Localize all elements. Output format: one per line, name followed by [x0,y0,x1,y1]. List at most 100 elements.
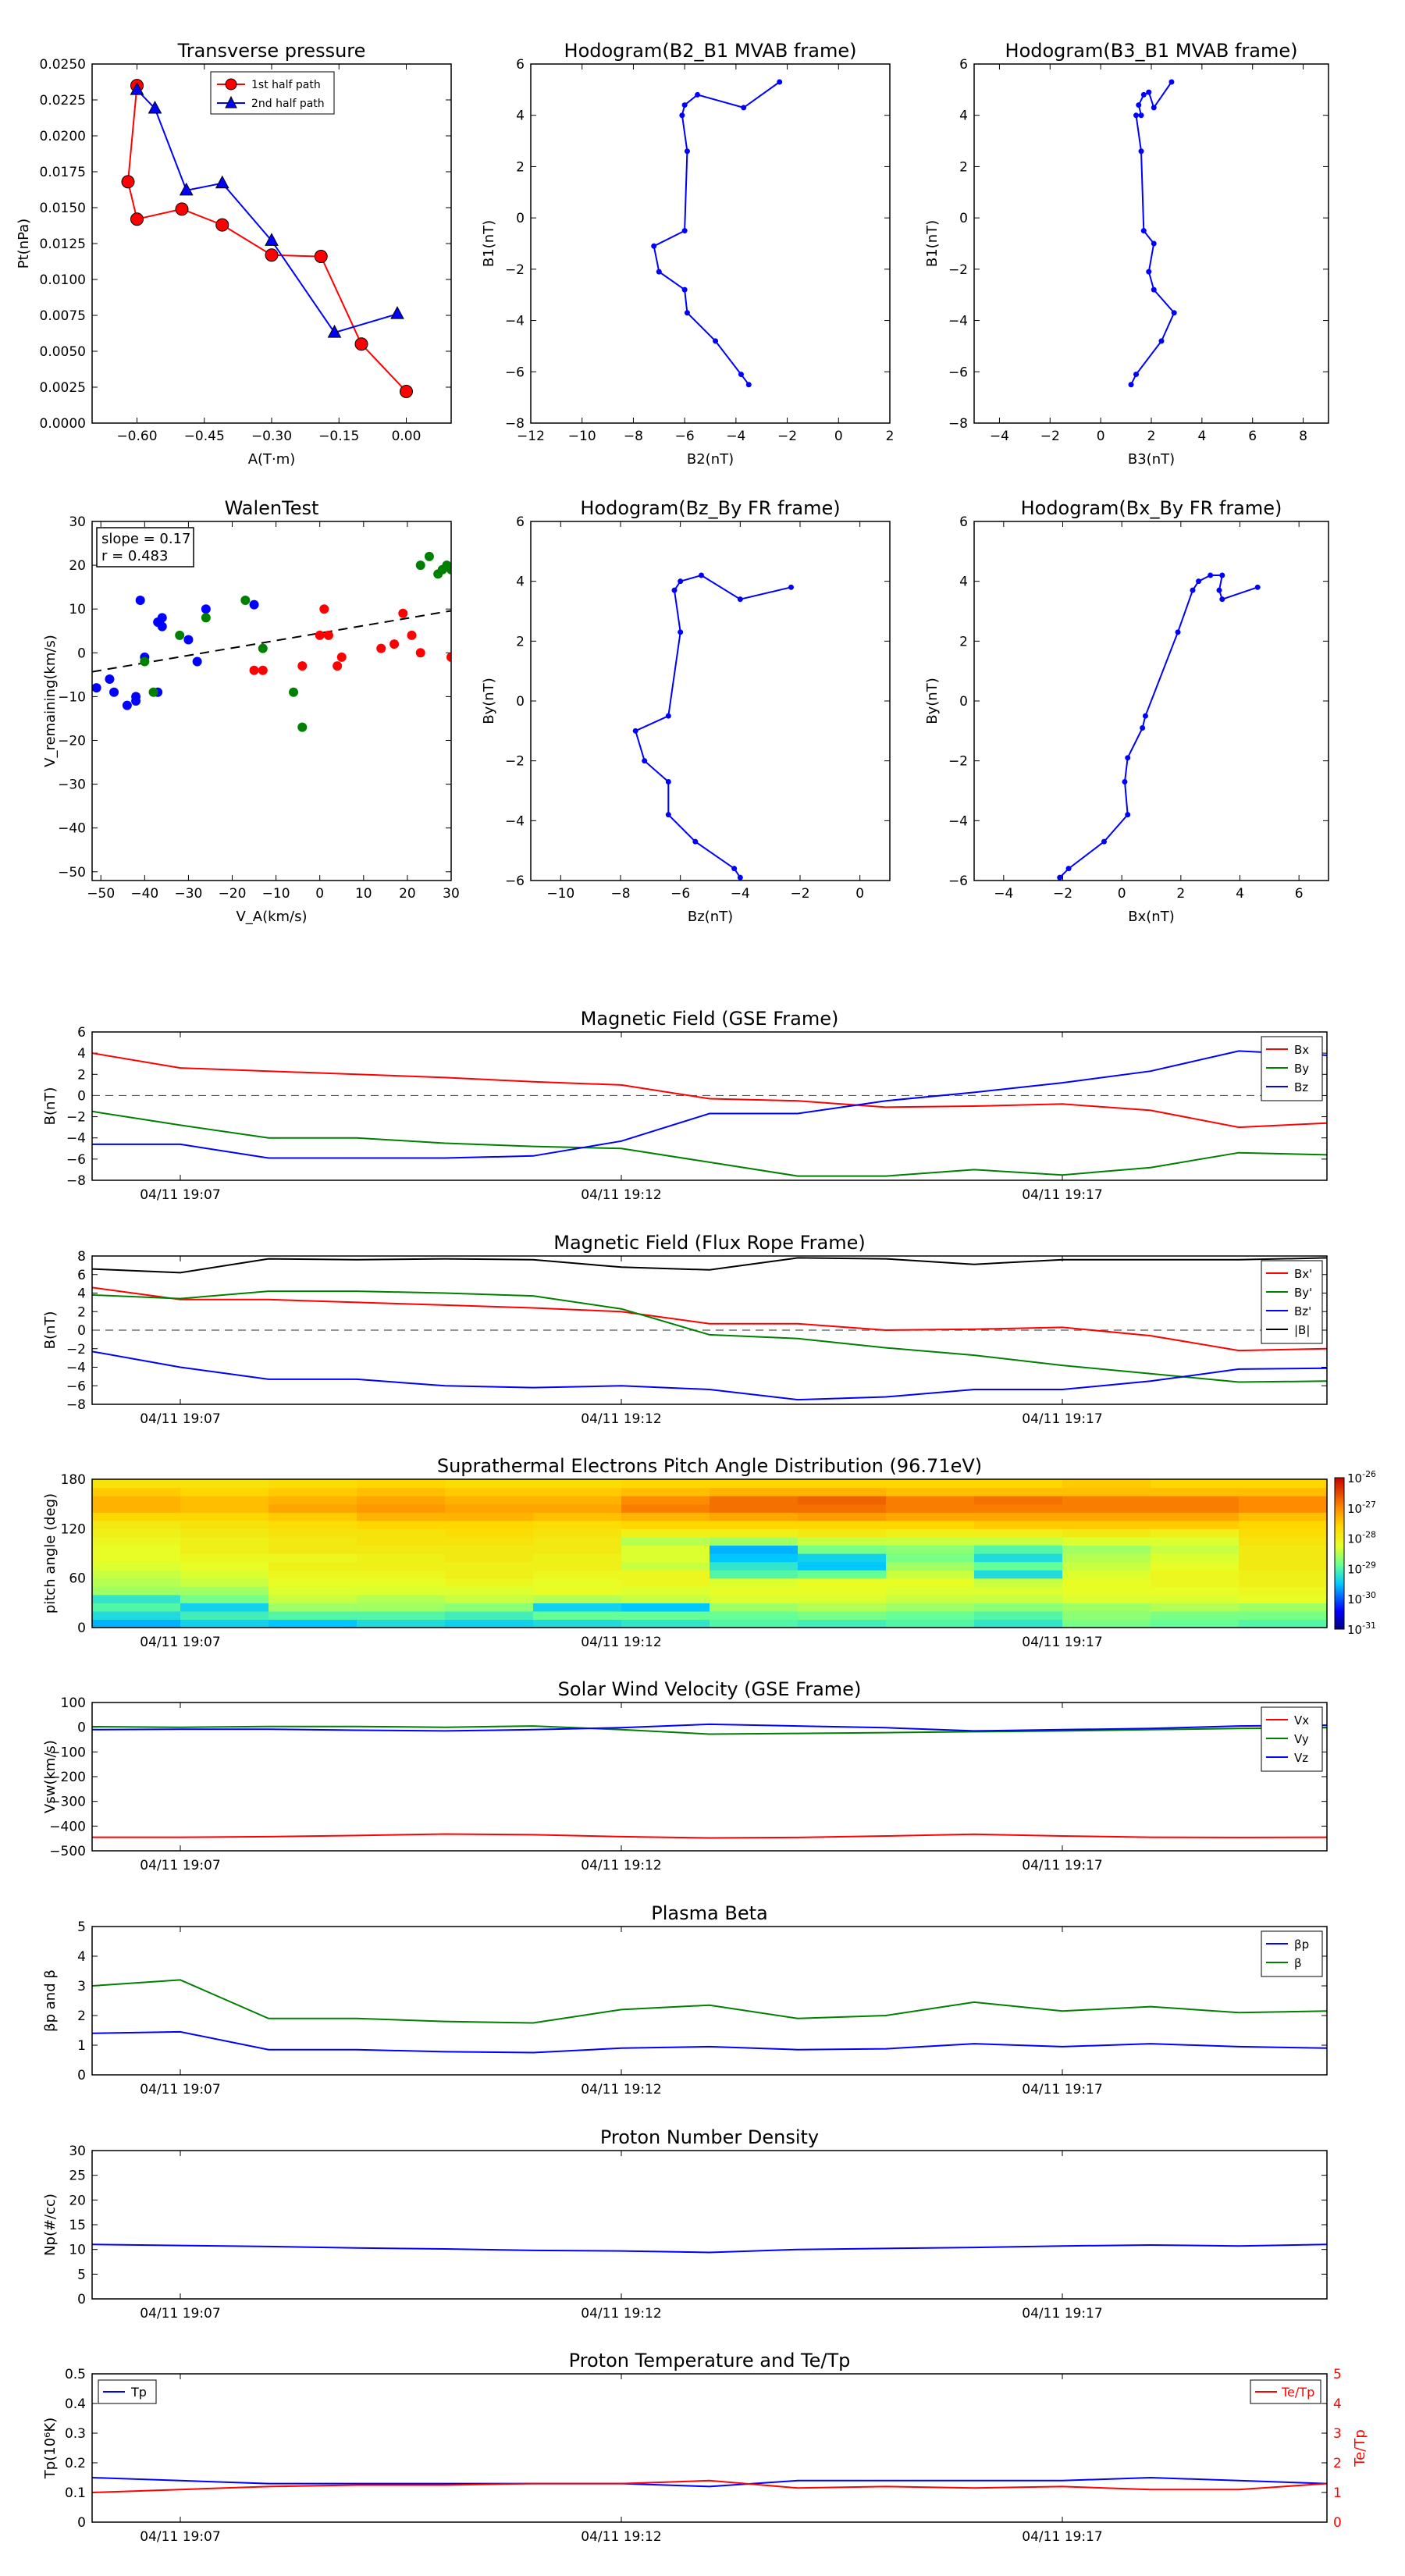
heatmap-cell [710,1545,799,1554]
data-point [1146,269,1152,275]
legend-label: Vx [1294,1713,1309,1727]
heatmap-cell [1151,1479,1240,1489]
data-point [336,652,347,662]
data-point [1133,372,1140,378]
data-point [1140,725,1146,731]
heatmap-cell [886,1570,975,1579]
data-point [105,674,115,684]
y-tick-label-right: 2 [1333,2456,1342,2471]
x-tick-label: −6 [670,886,690,902]
heatmap-cell [974,1570,1063,1579]
data-point [249,665,259,675]
heatmap-cell [445,1536,534,1546]
plot-border [973,63,1329,424]
y-tick-label: 4 [959,575,968,590]
y-tick-label: −8 [66,1397,86,1413]
data-point [215,218,229,232]
heatmap-cell [1062,1496,1151,1505]
y-tick-label: 4 [77,1286,86,1302]
y-tick-label: 2 [77,2008,86,2024]
heatmap-cell [1062,1553,1151,1563]
data-point [1125,755,1131,761]
series-line-2 [92,1979,1327,2024]
heatmap-cell [798,1487,887,1496]
heatmap-cell [798,1610,887,1621]
heatmap-cell [269,1570,357,1579]
y-tick-label: 0 [77,1621,86,1636]
heatmap-cell [445,1545,534,1554]
y-tick-label: 25 [69,2169,86,2184]
heatmap-cell [710,1561,799,1571]
legend-label: 2nd half path [251,98,325,110]
heatmap-cell [180,1610,269,1621]
heatmap-cell [710,1536,799,1546]
x-tick-label: 04/11 19:07 [140,1635,220,1650]
data-point [258,665,268,675]
y-tick-label: 0 [959,211,968,226]
data-point [175,630,185,640]
heatmap-cell [974,1520,1063,1529]
data-point [1125,812,1131,818]
colorbar-exponent: -29 [1362,1560,1376,1570]
data-point [684,310,690,316]
heatmap-cell [92,1586,181,1596]
y-tick-label-right: 4 [1333,2396,1342,2412]
y-tick-label: −40 [58,821,86,837]
data-point [424,551,434,561]
heatmap-cell [445,1479,534,1489]
legend-label: |B| [1294,1323,1310,1337]
heatmap-cell [1239,1520,1328,1529]
y-tick-label: 0.2 [65,2456,86,2471]
y-tick-label: 6 [959,514,968,530]
x-axis-label: B3(nT) [1128,451,1175,468]
heatmap-cell [1151,1603,1240,1612]
data-point [249,600,259,610]
heatmap-cell [798,1603,887,1612]
series-line-3 [92,1350,1327,1401]
heatmap-cell [357,1479,446,1489]
y-tick-label: 0.0100 [40,272,86,288]
y-tick-label: 6 [516,514,525,530]
heatmap-cell [269,1503,357,1513]
panel-title: Proton Temperature and Te/Tp [569,2350,851,2371]
heatmap-cell [92,1603,181,1612]
heatmap-cell [886,1603,975,1612]
heatmap-cell [710,1479,799,1489]
fit-line [92,610,451,673]
heatmap-cell [886,1578,975,1587]
heatmap-cell [180,1520,269,1529]
colorbar-base: 10 [1347,1502,1362,1516]
heatmap-cell [533,1610,622,1621]
heatmap-cell [710,1528,799,1538]
heatmap-cell [710,1603,799,1612]
x-tick-label: −4 [726,429,745,444]
x-tick-label: −6 [675,429,695,444]
heatmap-cell [1151,1570,1240,1579]
x-tick-label: 10 [355,886,372,902]
series-line-1 [92,2476,1327,2488]
y-tick-label: −8 [948,416,968,432]
y-tick-label: 4 [77,1949,86,1965]
x-tick-label: 04/11 19:12 [581,1858,661,1873]
colorbar-label: 10-30 [1347,1590,1376,1606]
heatmap-cell [1151,1578,1240,1587]
panel-walen: WalenTest −50 −40 −30 −20 −10 0 10 20 30 −50 −40 −30… [42,497,460,925]
x-tick-label: 20 [399,886,416,902]
y-tick-label: 15 [69,2218,86,2233]
y-tick-label: −400 [49,1819,86,1834]
annotation-text: r = 0.483 [101,548,168,564]
heatmap-cell [1239,1586,1328,1596]
plot-border [973,521,1329,881]
heatmap-cell [180,1586,269,1596]
y-tick-label: −300 [49,1795,86,1810]
y-tick-label: 6 [959,57,968,73]
data-point [1190,587,1196,593]
heatmap-cell [180,1570,269,1579]
data-point [1151,105,1157,111]
x-tick-label: −0.15 [318,429,359,444]
y-tick-label: 180 [61,1472,86,1488]
colorbar-label: 10-31 [1347,1621,1376,1637]
heatmap-cell [357,1610,446,1621]
series-line-1 [92,1833,1327,1839]
heatmap-cell [269,1487,357,1496]
